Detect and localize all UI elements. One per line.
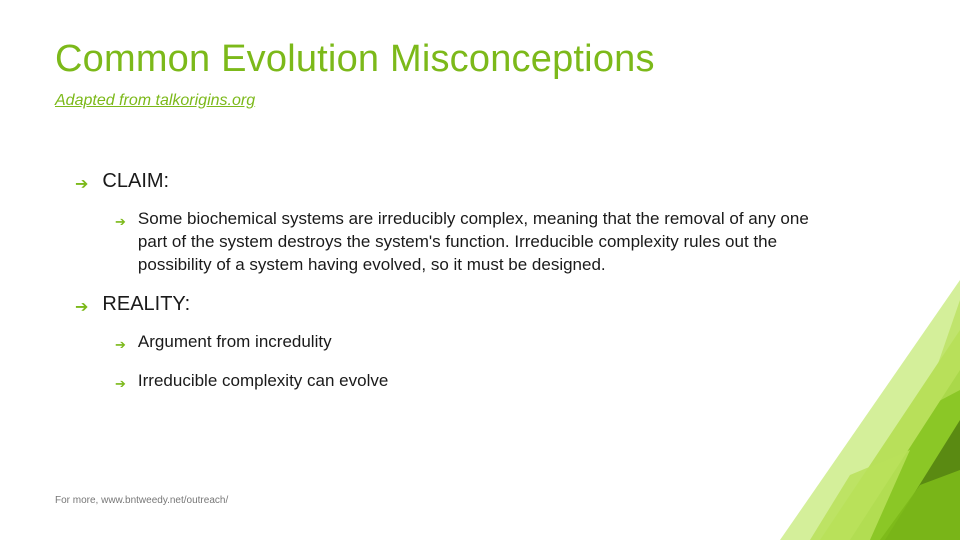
triangle-shape [810, 450, 910, 540]
list-item-text: Argument from incredulity [138, 331, 830, 354]
arrow-icon: ➔ [115, 336, 126, 354]
section-heading: ➔ REALITY: [75, 293, 830, 317]
section-heading-text: REALITY: [102, 293, 190, 316]
list-item: ➔ Irreducible complexity can evolve [115, 370, 830, 393]
triangle-shape [885, 420, 960, 540]
slide: Common Evolution Misconceptions Adapted … [0, 0, 960, 540]
list-item: ➔ Argument from incredulity [115, 331, 830, 354]
triangle-shape [880, 470, 960, 540]
slide-content: ➔ CLAIM: ➔ Some biochemical systems are … [75, 170, 830, 409]
slide-title: Common Evolution Misconceptions [55, 38, 655, 81]
arrow-icon: ➔ [115, 375, 126, 393]
list-item-text: Irreducible complexity can evolve [138, 370, 830, 393]
list-item-text: Some biochemical systems are irreducibly… [138, 208, 830, 277]
triangle-shape [820, 330, 960, 540]
list-item: ➔ Some biochemical systems are irreducib… [115, 208, 830, 277]
triangle-shape [922, 300, 960, 410]
triangle-shape [850, 370, 960, 540]
section-heading-text: CLAIM: [102, 170, 169, 193]
section-heading: ➔ CLAIM: [75, 170, 830, 194]
arrow-icon: ➔ [75, 297, 88, 317]
footer-text: For more, www.bntweedy.net/outreach/ [55, 495, 228, 506]
arrow-icon: ➔ [75, 174, 88, 194]
slide-subtitle: Adapted from talkorigins.org [55, 92, 255, 110]
arrow-icon: ➔ [115, 213, 126, 231]
